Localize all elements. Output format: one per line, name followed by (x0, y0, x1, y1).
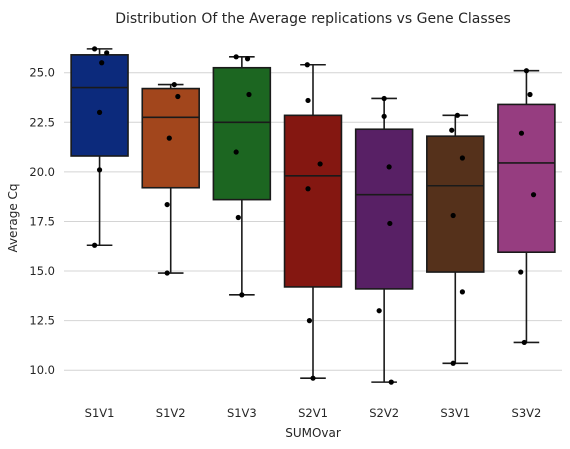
data-point (306, 318, 313, 324)
data-point (518, 269, 524, 275)
data-point (518, 130, 525, 136)
y-tick-label: 10.0 (29, 363, 55, 377)
x-tick-label: S2V1 (298, 406, 328, 420)
x-tick-label: S3V1 (440, 406, 470, 420)
data-point (527, 91, 533, 98)
data-point (459, 155, 465, 161)
y-tick-label: 22.5 (29, 115, 55, 129)
data-point (104, 50, 110, 56)
x-tick-label: S3V2 (512, 406, 542, 420)
x-axis-label: SUMOvar (285, 426, 341, 440)
data-point (376, 308, 382, 314)
data-point (523, 68, 530, 74)
data-point (459, 289, 465, 295)
data-point (164, 270, 170, 276)
data-point (244, 56, 251, 62)
data-point (381, 113, 387, 119)
box-S3V1 (426, 135, 485, 273)
data-point (387, 220, 393, 227)
data-point (386, 164, 392, 170)
data-point (175, 93, 181, 100)
boxes (70, 48, 556, 383)
data-points (91, 46, 537, 385)
data-point (171, 81, 177, 88)
data-point (305, 97, 311, 104)
data-point (381, 95, 387, 102)
data-point (450, 360, 456, 366)
data-point (99, 60, 105, 66)
data-point (317, 161, 323, 167)
data-point (530, 192, 537, 198)
data-point (164, 201, 170, 208)
y-tick-label: 25.0 (29, 66, 55, 80)
data-point (304, 62, 310, 68)
data-point (166, 135, 172, 141)
data-point (91, 242, 98, 248)
box-S1V1 (70, 54, 129, 157)
y-tick-label: 15.0 (29, 264, 55, 278)
data-point (233, 149, 239, 155)
data-point (521, 339, 527, 346)
data-point (239, 292, 245, 298)
data-point (454, 112, 461, 118)
data-point (91, 46, 98, 52)
x-tick-label: S2V2 (369, 406, 399, 420)
x-tick-label: S1V3 (227, 406, 257, 420)
box-S2V1 (283, 114, 343, 288)
x-tick-label: S1V2 (156, 406, 186, 420)
data-point (305, 186, 311, 192)
y-tick-label: 20.0 (29, 165, 55, 179)
chart-title: Distribution Of the Average replications… (115, 11, 511, 27)
data-point (449, 127, 455, 133)
y-tick-label: 17.5 (29, 214, 55, 228)
x-tick-label: S1V1 (85, 406, 115, 420)
y-tick-label: 12.5 (29, 314, 55, 328)
y-tick-labels: 10.0 12.5 15.0 17.5 20.0 22.5 25.0 (29, 66, 55, 378)
data-point (233, 54, 239, 60)
box-S2V2 (354, 128, 414, 290)
data-point (450, 212, 456, 219)
box-S1V3 (212, 66, 272, 201)
x-tick-labels: S1V1 S1V2 S1V3 S2V1 S2V2 S3V1 S3V2 (85, 406, 542, 420)
data-point (96, 109, 103, 115)
data-point (246, 91, 252, 98)
data-point (235, 214, 241, 221)
data-point (96, 167, 103, 173)
y-axis-label: Average Cq (6, 183, 20, 252)
data-point (388, 379, 394, 385)
data-point (310, 375, 316, 381)
box-S3V2 (497, 103, 556, 254)
